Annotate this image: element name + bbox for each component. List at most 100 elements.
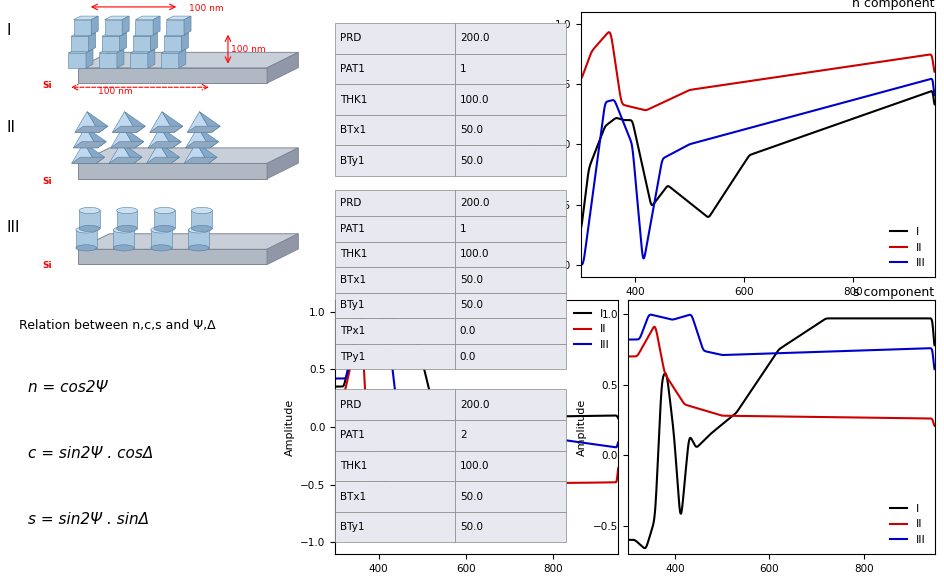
Ellipse shape <box>79 226 100 231</box>
Polygon shape <box>86 49 93 68</box>
Polygon shape <box>130 49 155 53</box>
Polygon shape <box>150 33 158 51</box>
Polygon shape <box>68 49 93 53</box>
Ellipse shape <box>113 227 134 233</box>
Ellipse shape <box>188 245 209 251</box>
Polygon shape <box>148 142 181 148</box>
Bar <box>154 211 175 228</box>
Y-axis label: Amplitude: Amplitude <box>284 398 295 456</box>
Bar <box>151 230 172 248</box>
Polygon shape <box>178 49 186 68</box>
Text: Si: Si <box>42 261 52 271</box>
Polygon shape <box>159 143 179 163</box>
Polygon shape <box>136 20 153 35</box>
Polygon shape <box>184 157 217 163</box>
Text: I: I <box>7 23 11 38</box>
Ellipse shape <box>79 207 100 213</box>
Y-axis label: Amplitude: Amplitude <box>577 398 587 456</box>
Bar <box>192 211 212 228</box>
Text: 100 nm: 100 nm <box>189 4 224 13</box>
Polygon shape <box>181 33 189 51</box>
Polygon shape <box>78 148 298 163</box>
Polygon shape <box>267 53 298 83</box>
Polygon shape <box>92 16 98 35</box>
Text: s component: s component <box>853 286 935 299</box>
Ellipse shape <box>76 245 96 251</box>
Polygon shape <box>99 53 117 68</box>
Polygon shape <box>75 111 99 132</box>
Polygon shape <box>164 36 181 51</box>
Ellipse shape <box>117 226 138 231</box>
Polygon shape <box>122 143 143 163</box>
Text: n = cos2Ψ: n = cos2Ψ <box>28 380 108 395</box>
Polygon shape <box>161 49 186 53</box>
Bar <box>76 230 96 248</box>
Legend: I, II, III: I, II, III <box>887 224 929 271</box>
Polygon shape <box>68 53 86 68</box>
Polygon shape <box>75 126 108 132</box>
Text: s = sin2Ψ . sinΔ: s = sin2Ψ . sinΔ <box>28 512 149 527</box>
Polygon shape <box>199 111 220 132</box>
Legend: I, II, III: I, II, III <box>571 306 613 353</box>
Polygon shape <box>78 249 267 264</box>
Polygon shape <box>146 157 179 163</box>
Polygon shape <box>150 111 175 132</box>
Polygon shape <box>110 127 135 148</box>
Text: n component: n component <box>852 0 935 10</box>
Ellipse shape <box>192 207 212 213</box>
Polygon shape <box>267 148 298 179</box>
Polygon shape <box>74 16 98 20</box>
Legend: I, II, III: I, II, III <box>887 501 929 548</box>
Polygon shape <box>78 163 267 179</box>
Ellipse shape <box>154 226 175 231</box>
Polygon shape <box>150 126 183 132</box>
Polygon shape <box>105 16 129 20</box>
Polygon shape <box>186 127 211 148</box>
Polygon shape <box>74 142 107 148</box>
Polygon shape <box>74 127 97 148</box>
Polygon shape <box>136 16 160 20</box>
Polygon shape <box>184 143 209 163</box>
Polygon shape <box>117 49 124 68</box>
Polygon shape <box>186 142 219 148</box>
Polygon shape <box>102 33 126 36</box>
Polygon shape <box>184 16 191 35</box>
Polygon shape <box>105 20 122 35</box>
Text: Si: Si <box>42 81 52 91</box>
X-axis label: Wavelength (nm): Wavelength (nm) <box>709 302 806 312</box>
Ellipse shape <box>188 227 209 233</box>
Polygon shape <box>71 36 89 51</box>
Title: c component: c component <box>436 286 517 299</box>
Bar <box>188 230 209 248</box>
Polygon shape <box>146 143 171 163</box>
Polygon shape <box>112 111 137 132</box>
Polygon shape <box>267 234 298 264</box>
Polygon shape <box>71 33 95 36</box>
Polygon shape <box>164 33 189 36</box>
Polygon shape <box>133 33 158 36</box>
Bar <box>79 211 100 228</box>
Polygon shape <box>160 127 181 148</box>
Polygon shape <box>102 36 120 51</box>
Text: Relation between n,c,s and Ψ,Δ: Relation between n,c,s and Ψ,Δ <box>19 319 215 332</box>
Polygon shape <box>198 127 219 148</box>
Polygon shape <box>125 111 145 132</box>
Polygon shape <box>110 143 133 163</box>
Text: Si: Si <box>42 177 52 186</box>
Ellipse shape <box>76 227 96 233</box>
Ellipse shape <box>151 245 172 251</box>
Polygon shape <box>148 49 155 68</box>
Ellipse shape <box>192 226 212 231</box>
Polygon shape <box>110 142 143 148</box>
Polygon shape <box>72 143 96 163</box>
Polygon shape <box>72 157 105 163</box>
Polygon shape <box>87 111 108 132</box>
Text: II: II <box>7 120 15 135</box>
Polygon shape <box>166 20 184 35</box>
Polygon shape <box>133 36 150 51</box>
Ellipse shape <box>113 245 134 251</box>
Polygon shape <box>162 111 183 132</box>
Polygon shape <box>122 16 129 35</box>
Polygon shape <box>78 68 267 83</box>
Polygon shape <box>148 127 173 148</box>
